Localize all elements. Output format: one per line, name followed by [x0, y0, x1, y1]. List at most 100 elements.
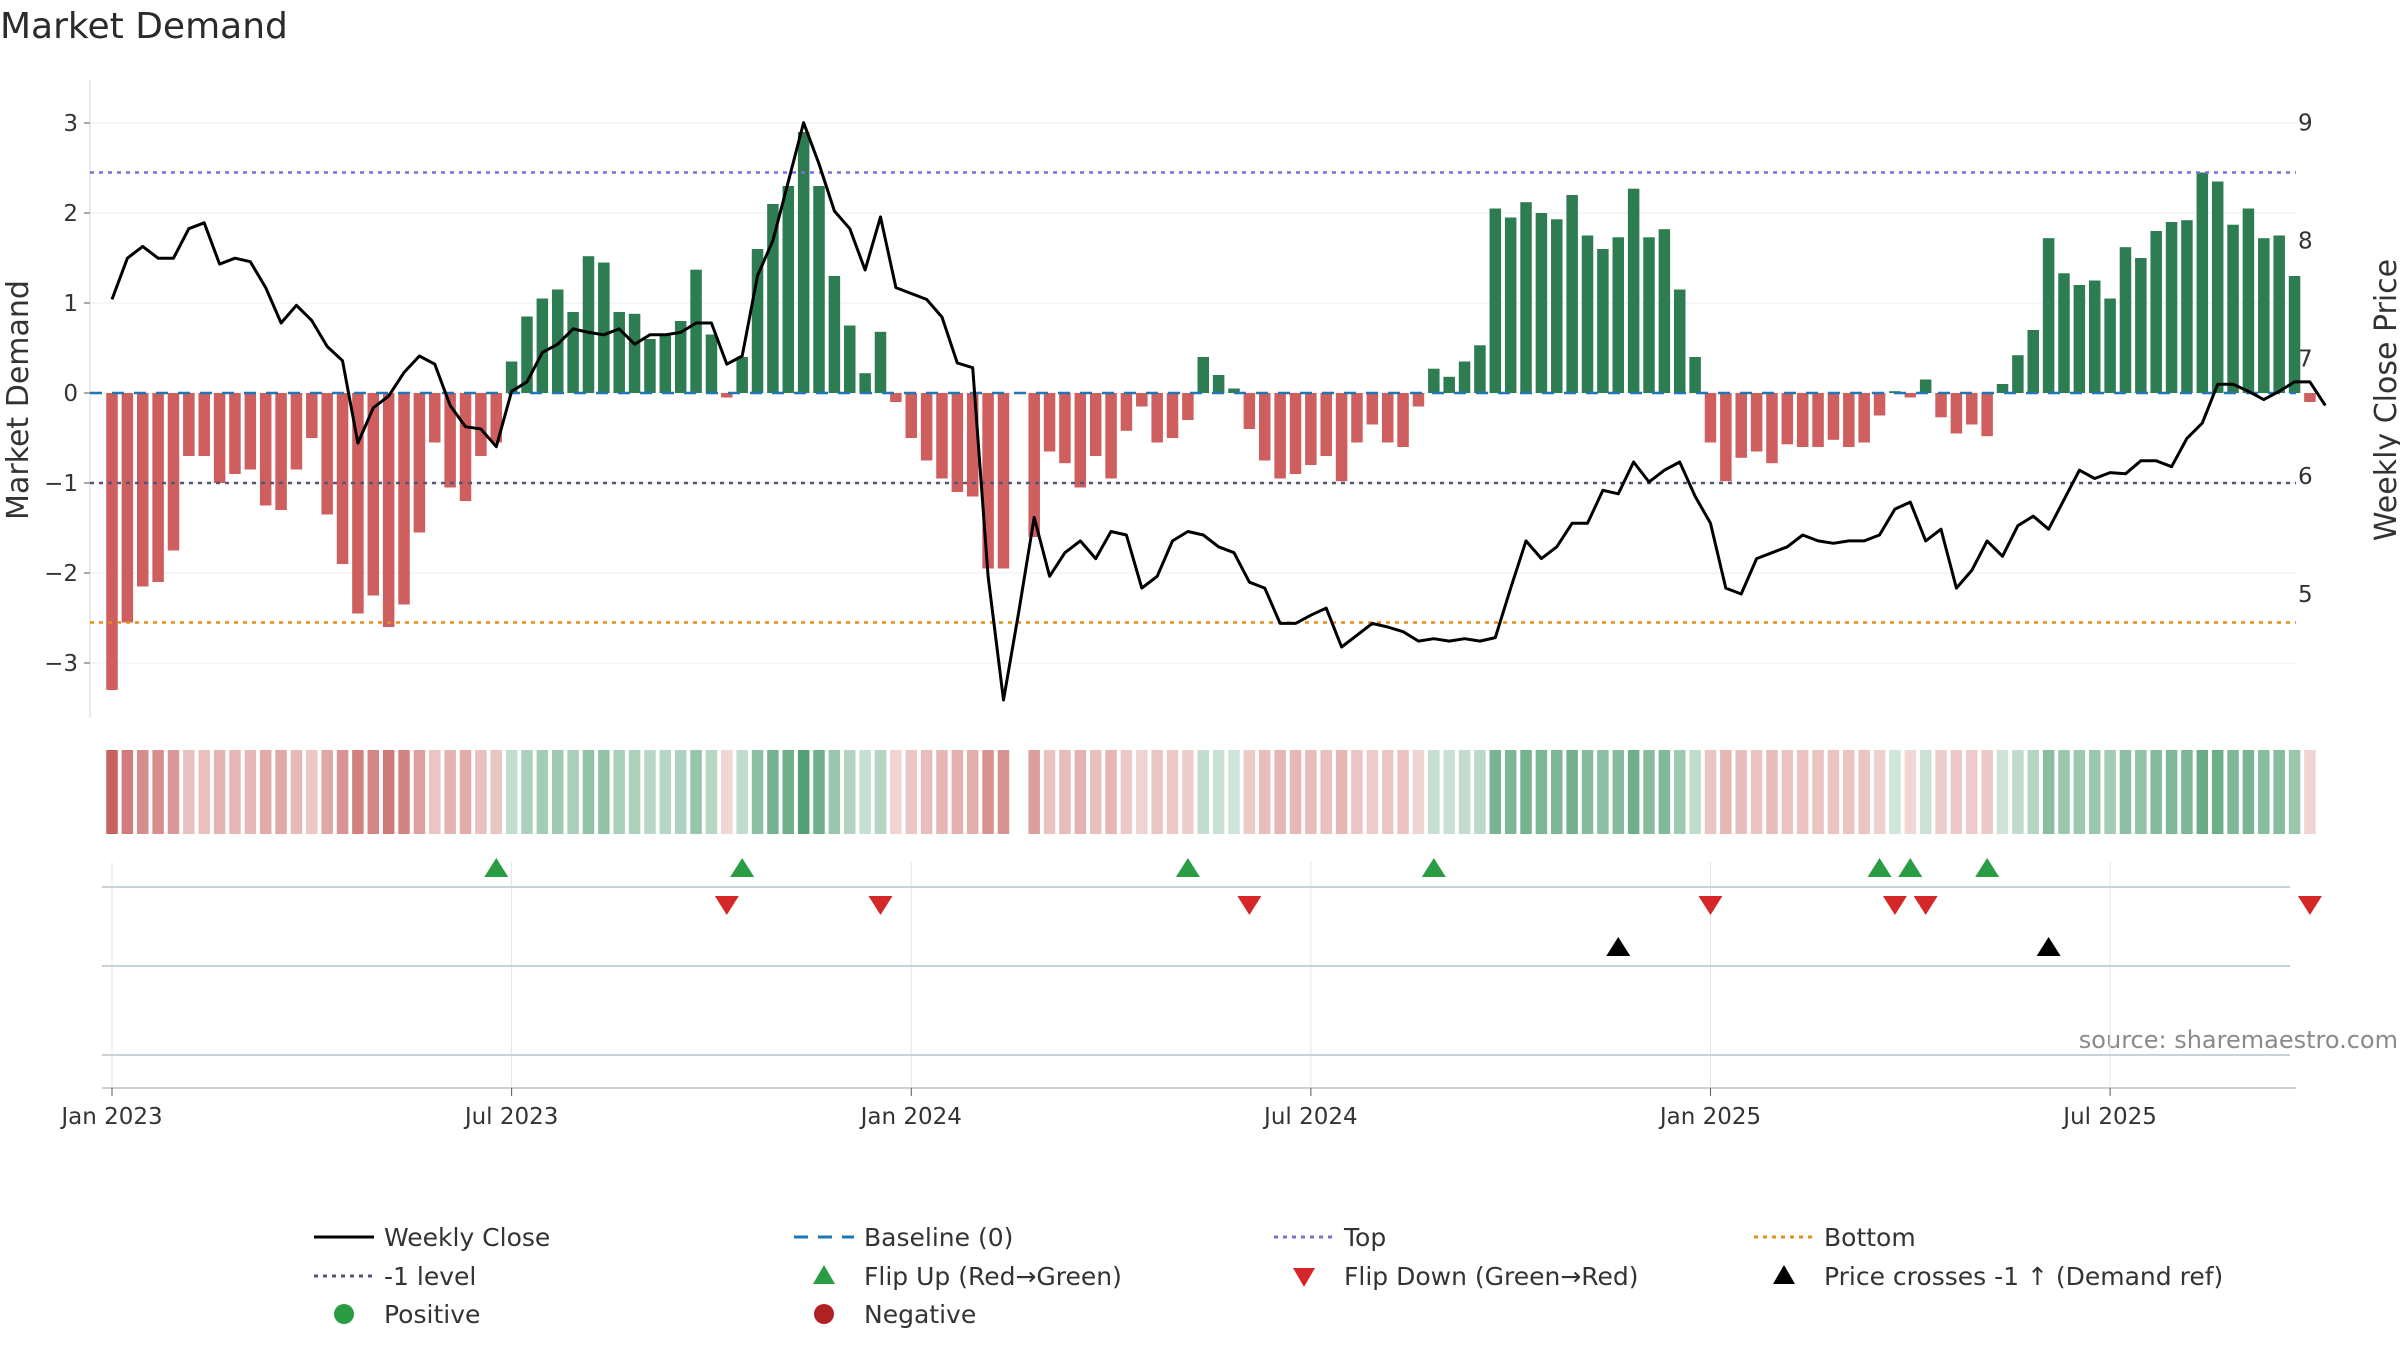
demand-bar-negative — [1136, 393, 1148, 407]
demand-bar-positive — [1658, 229, 1671, 393]
heat-strip-cell — [2058, 750, 2070, 834]
legend-swatch-triangle-down — [1293, 1268, 1315, 1287]
heat-strip-cell — [1535, 750, 1548, 834]
demand-bar-positive — [844, 325, 856, 393]
heat-strip-cell — [1735, 750, 1747, 834]
demand-bar-positive — [536, 298, 549, 393]
demand-bar-positive — [1535, 213, 1548, 393]
heat-strip-cell — [382, 750, 395, 834]
demand-bar-positive — [2135, 258, 2147, 393]
demand-bar-positive — [2181, 220, 2193, 393]
heat-strip-cell — [1996, 750, 2009, 834]
heat-strip-cell — [844, 750, 856, 834]
demand-bar-negative — [1043, 393, 1056, 452]
heat-strip-cell — [306, 750, 318, 834]
heat-strip-cell — [275, 750, 287, 834]
demand-bar-negative — [167, 393, 180, 551]
heat-strip-cell — [2288, 750, 2301, 834]
demand-bar-negative — [2304, 393, 2316, 402]
demand-bar-negative — [398, 393, 410, 605]
demand-bar-positive — [1212, 375, 1225, 393]
demand-bar-positive — [2073, 285, 2086, 393]
heat-strip-cell — [1750, 750, 1763, 834]
heat-strip-cell — [644, 750, 656, 834]
demand-bar-positive — [813, 186, 825, 393]
y-tick-label: −2 — [44, 561, 78, 587]
heat-strip-cell — [813, 750, 825, 834]
demand-bar-negative — [1720, 393, 1732, 482]
demand-bar-negative — [1166, 393, 1179, 438]
heat-strip-cell — [444, 750, 456, 834]
demand-bar-negative — [1074, 393, 1087, 488]
demand-bar-negative — [997, 393, 1010, 569]
demand-bar-negative — [229, 393, 241, 474]
heat-strip-cell — [183, 750, 195, 834]
heat-strip-cell — [1228, 750, 1240, 834]
heat-strip-cell — [321, 750, 333, 834]
demand-bar-negative — [1858, 393, 1870, 443]
y-tick-label: 1 — [63, 291, 78, 317]
demand-bar-negative — [1105, 393, 1117, 479]
heat-strip-cell — [1351, 750, 1363, 834]
heat-strip-cell — [736, 750, 748, 834]
demand-bar-negative — [1151, 393, 1163, 443]
heat-strip-cell — [1381, 750, 1394, 834]
heat-strip-cell — [1612, 750, 1625, 834]
demand-bar-positive — [828, 276, 841, 393]
demand-bar-positive — [644, 339, 656, 393]
demand-bar-negative — [121, 393, 134, 623]
demand-bar-positive — [659, 334, 672, 393]
legend-item: Positive — [334, 1300, 480, 1329]
demand-bar-negative — [1274, 393, 1286, 479]
demand-bar-positive — [1489, 208, 1502, 393]
heat-strip-cell — [997, 750, 1010, 834]
demand-bar-positive — [859, 373, 871, 393]
legend-item: Flip Up (Red→Green) — [813, 1262, 1122, 1291]
heat-strip-cell — [1904, 750, 1917, 834]
demand-bar-negative — [1766, 393, 1778, 464]
demand-bar-negative — [336, 393, 349, 564]
heat-strip-cell — [367, 750, 380, 834]
demand-bar-negative — [1366, 393, 1379, 425]
legend-label: Weekly Close — [384, 1223, 550, 1252]
heat-strip-cell — [1889, 750, 1901, 834]
demand-bar-negative — [1089, 393, 1102, 456]
demand-bar-positive — [2196, 172, 2209, 393]
heat-strip-cell — [213, 750, 226, 834]
y-tick-label: −3 — [44, 651, 78, 677]
demand-bar-positive — [767, 204, 779, 393]
heat-strip-cell — [198, 750, 210, 834]
heat-strip-cell — [2304, 750, 2316, 834]
demand-bar-positive — [1643, 237, 1655, 393]
heat-strip-cell — [1197, 750, 1210, 834]
heat-strip-cell — [1397, 750, 1409, 834]
demand-bar-negative — [1320, 393, 1332, 456]
heat-strip-cell — [1274, 750, 1286, 834]
heat-strip-cell — [1858, 750, 1870, 834]
y-tick-label: 0 — [63, 381, 78, 407]
demand-bar-positive — [1581, 235, 1594, 393]
demand-bar-negative — [1950, 393, 1963, 434]
heat-strip-cell — [1043, 750, 1056, 834]
demand-bar-positive — [1228, 388, 1240, 393]
y-tick-label: 3 — [63, 111, 78, 137]
heat-strip-cell — [459, 750, 472, 834]
demand-bar-negative — [1397, 393, 1409, 447]
heat-strip-cell — [475, 750, 487, 834]
demand-bar-positive — [628, 313, 641, 393]
heat-strip-cell — [1673, 750, 1686, 834]
heat-strip-cell — [1105, 750, 1117, 834]
demand-bar-positive — [1919, 379, 1932, 393]
legend-item: Baseline (0) — [794, 1223, 1013, 1252]
heat-strip-cell — [1981, 750, 1993, 834]
heat-strip-cell — [2012, 750, 2024, 834]
demand-bar-positive — [674, 321, 687, 393]
heat-strip-cell — [2165, 750, 2178, 834]
heat-strip-cell — [1704, 750, 1717, 834]
demand-bar-negative — [1935, 393, 1947, 418]
demand-bar-negative — [275, 393, 287, 510]
legend-item: -1 level — [314, 1262, 476, 1291]
heat-strip-cell — [1335, 750, 1348, 834]
x-tick-label: Jan 2025 — [1658, 1104, 1761, 1130]
demand-bar-negative — [1781, 393, 1794, 445]
